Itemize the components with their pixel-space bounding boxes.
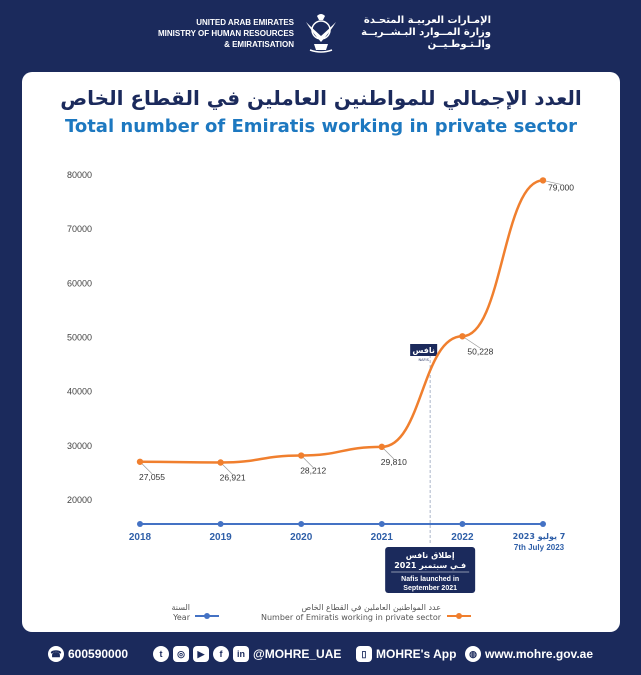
- footer-social[interactable]: t ◎ ▶ f in @MOHRE_UAE: [153, 646, 341, 662]
- data-label: 28,212: [300, 466, 326, 476]
- legend-year-en: Year: [173, 613, 190, 622]
- legend-employment-swatch: [447, 613, 471, 619]
- ministry-en-line-1: UNITED ARAB EMIRATES: [196, 18, 294, 27]
- data-label-leader: [462, 335, 481, 349]
- annotation-ar-line-1: إطلاق نافس: [406, 551, 455, 561]
- ministry-en-line-3: & EMIRATISATION: [224, 40, 294, 49]
- footer-phone[interactable]: ☎ 600590000: [48, 646, 128, 662]
- annotation-box: [385, 547, 476, 593]
- ministry-en-line-2: MINISTRY OF HUMAN RESOURCES: [157, 29, 294, 38]
- data-label: 79,000: [548, 182, 574, 192]
- chart-card: العدد الإجمالي للمواطنين العاملين في الق…: [22, 72, 620, 632]
- y-tick-label: 80000: [67, 170, 92, 180]
- chart-title-en: Total number of Emiratis working in priv…: [64, 116, 578, 137]
- y-tick-label: 30000: [67, 441, 92, 451]
- annotation-en-line-1: Nafis launched in: [401, 576, 459, 583]
- legend-employment-en: Number of Emiratis working in private se…: [260, 613, 441, 622]
- x-tick-label: 7th July 2023: [514, 543, 565, 552]
- header-bar: UNITED ARAB EMIRATES MINISTRY OF HUMAN R…: [0, 0, 641, 62]
- data-label: 50,228: [467, 346, 493, 356]
- ministry-name-en: UNITED ARAB EMIRATES MINISTRY OF HUMAN R…: [158, 17, 294, 50]
- x-tick-label: 2021: [371, 532, 394, 543]
- y-tick-label: 20000: [67, 495, 92, 505]
- data-label: 29,810: [381, 457, 407, 467]
- legend-year: السنة Year: [160, 603, 191, 623]
- legend-employment-ar: عدد المواطنين العاملين في القطاع الخاص: [301, 603, 441, 612]
- x-tick-label: 7 يوليو 2023: [513, 532, 566, 541]
- year-point: [459, 521, 466, 527]
- ministry-ar-line-1: الإمـارات العربيـة المتحـدة: [363, 15, 491, 26]
- footer-handle: @MOHRE_UAE: [253, 647, 342, 661]
- instagram-icon[interactable]: ◎: [173, 646, 189, 662]
- globe-icon: ◍: [465, 646, 481, 662]
- year-point: [137, 521, 143, 527]
- x-tick-label: 2020: [290, 532, 313, 543]
- y-tick-label: 70000: [67, 224, 92, 234]
- employment-point: [217, 459, 224, 466]
- legend-year-swatch: [195, 613, 219, 619]
- mobile-app-icon: ▯: [356, 646, 372, 662]
- year-point: [378, 521, 385, 527]
- legend-year-ar: السنة: [171, 603, 191, 612]
- youtube-icon[interactable]: ▶: [193, 646, 209, 662]
- x-tick-label: 2019: [209, 532, 232, 543]
- annotation-en-line-2: September 2021: [403, 585, 457, 592]
- footer-app-label: MOHRE's App: [376, 647, 457, 661]
- employment-point: [378, 443, 385, 451]
- nafis-logo-text: نافس: [412, 346, 435, 356]
- linkedin-icon[interactable]: in: [233, 646, 249, 662]
- x-tick-label: 2022: [451, 532, 474, 543]
- employment-point: [136, 458, 144, 465]
- facebook-icon[interactable]: f: [213, 646, 229, 662]
- footer-phone-number: 600590000: [68, 647, 129, 661]
- employment-point: [298, 452, 305, 459]
- y-tick-label: 50000: [67, 333, 92, 343]
- employment-point: [459, 333, 466, 340]
- y-tick-label: 60000: [67, 278, 92, 288]
- ministry-ar-line-3: والـتـوطـيــن: [427, 39, 491, 50]
- year-point: [217, 521, 224, 527]
- year-point: [298, 521, 305, 527]
- uae-emblem-icon: [306, 14, 336, 53]
- annotation-ar-line-2: فـي سبتمبر 2021: [394, 561, 466, 570]
- twitter-icon[interactable]: t: [153, 646, 169, 662]
- nafis-logo-sub: NAFIS: [419, 358, 430, 362]
- ministry-name-ar: الإمـارات العربيـة المتحـدة وزارة المــو…: [346, 15, 491, 51]
- employment-series-line: [139, 179, 544, 464]
- legend-employment: عدد المواطنين العاملين في القطاع الخاص N…: [226, 603, 441, 623]
- phone-icon: ☎: [48, 646, 64, 662]
- ministry-ar-line-2: وزارة المــوارد البـشــريــة: [361, 27, 491, 38]
- nafis-logo: [410, 344, 438, 356]
- employment-point: [539, 177, 547, 184]
- footer-website[interactable]: ◍ www.mohre.gov.ae: [465, 646, 593, 662]
- footer-website-url: www.mohre.gov.ae: [485, 647, 594, 661]
- footer-app[interactable]: ▯ MOHRE's App: [356, 646, 456, 662]
- data-label: 27,055: [139, 472, 165, 482]
- x-tick-label: 2018: [129, 532, 152, 543]
- y-tick-label: 40000: [67, 387, 92, 397]
- year-point: [540, 521, 546, 527]
- chart-title-ar: العدد الإجمالي للمواطنين العاملين في الق…: [60, 86, 582, 110]
- data-label: 26,921: [220, 473, 246, 483]
